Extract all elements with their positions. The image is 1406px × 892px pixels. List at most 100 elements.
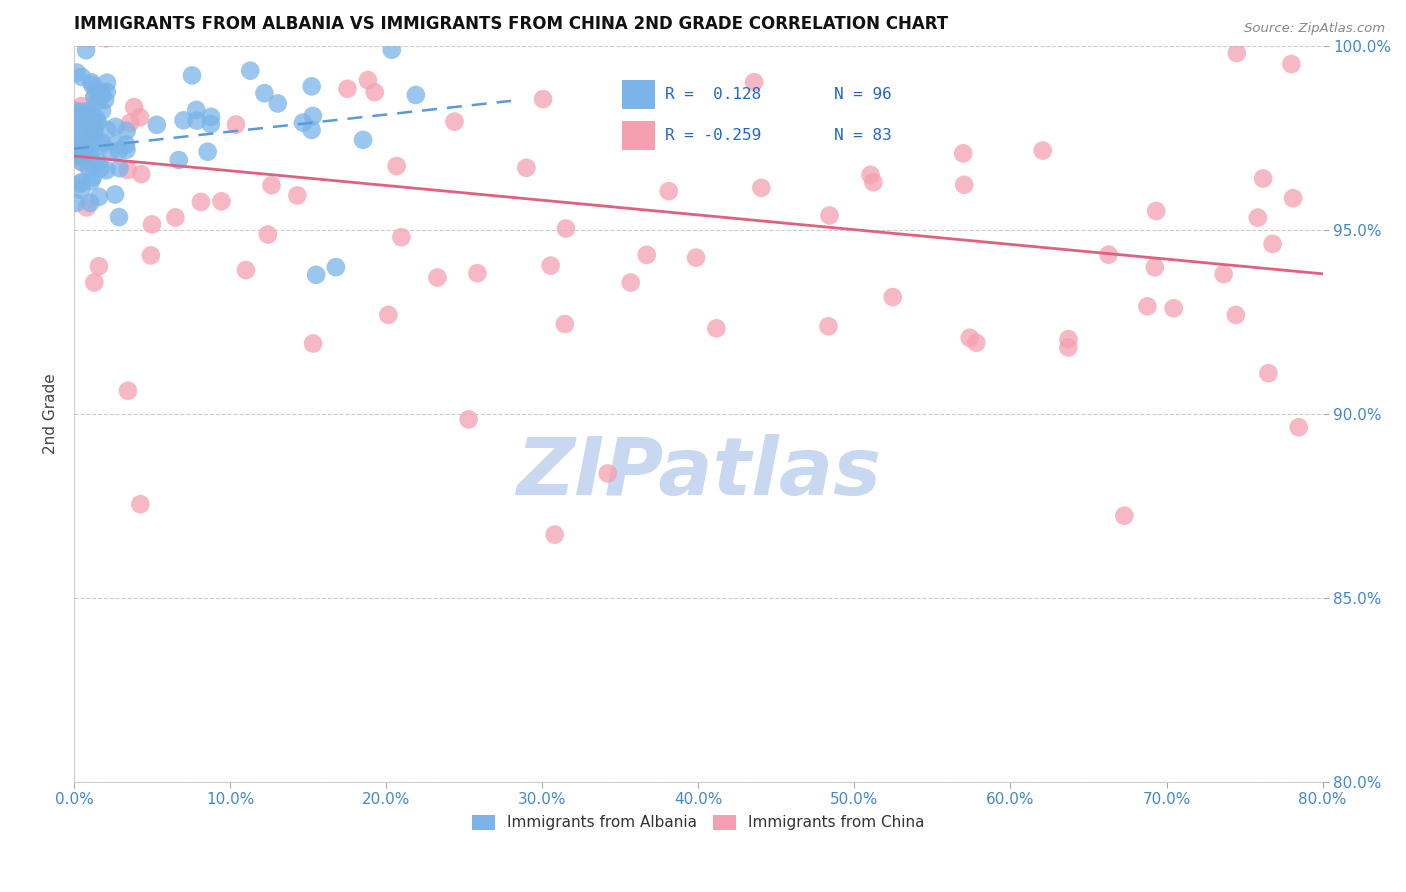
Point xyxy=(882,290,904,304)
Point xyxy=(165,211,187,225)
Point xyxy=(1279,57,1302,71)
Point xyxy=(87,190,110,204)
Point xyxy=(96,76,118,90)
Point xyxy=(77,143,100,157)
Point xyxy=(197,145,219,159)
Point xyxy=(531,92,554,106)
Point xyxy=(167,153,190,167)
Point xyxy=(200,117,222,131)
Point xyxy=(96,31,118,45)
Point xyxy=(405,87,427,102)
Point xyxy=(186,113,208,128)
Point xyxy=(554,221,576,235)
Point xyxy=(63,103,86,118)
Point xyxy=(83,90,105,104)
Point xyxy=(862,175,884,189)
Point xyxy=(658,184,681,198)
Point xyxy=(96,122,118,136)
Point xyxy=(104,120,127,134)
Point xyxy=(82,114,104,128)
Point xyxy=(67,147,90,161)
Point xyxy=(82,78,104,93)
Point xyxy=(83,123,105,137)
Point xyxy=(211,194,233,209)
Point xyxy=(302,109,325,123)
Point xyxy=(1097,247,1119,261)
Point xyxy=(953,178,976,192)
Text: ZIPatlas: ZIPatlas xyxy=(516,434,880,511)
Point xyxy=(100,145,122,159)
Point xyxy=(87,115,110,129)
Point xyxy=(86,82,108,96)
Point xyxy=(65,196,87,211)
Point xyxy=(817,319,839,334)
Point xyxy=(129,111,152,125)
Point xyxy=(83,276,105,290)
Point xyxy=(90,138,112,153)
Point xyxy=(83,89,105,103)
Point xyxy=(87,259,110,273)
Point xyxy=(352,133,374,147)
Text: N = 83: N = 83 xyxy=(834,128,891,143)
Point xyxy=(77,31,100,45)
Point xyxy=(305,268,328,282)
Point xyxy=(76,104,98,119)
Point xyxy=(73,148,96,162)
Point xyxy=(70,154,93,169)
Point xyxy=(70,141,93,155)
Point xyxy=(84,112,107,126)
Point xyxy=(385,159,408,173)
Point xyxy=(129,167,152,181)
Point xyxy=(959,331,981,345)
Bar xyxy=(623,121,655,150)
Point xyxy=(515,161,537,175)
Point xyxy=(115,143,138,157)
Point xyxy=(117,384,139,398)
Point xyxy=(952,146,974,161)
Point xyxy=(544,527,567,541)
Point xyxy=(77,138,100,153)
Point xyxy=(90,161,112,176)
Point xyxy=(70,70,93,84)
Point xyxy=(70,175,93,189)
Point xyxy=(67,124,90,138)
Point xyxy=(70,128,93,143)
Point xyxy=(301,123,323,137)
Point xyxy=(186,103,208,117)
Point xyxy=(818,209,841,223)
Point xyxy=(146,118,169,132)
Point xyxy=(200,110,222,124)
Text: N = 96: N = 96 xyxy=(834,87,891,102)
Point xyxy=(267,96,290,111)
Point xyxy=(73,119,96,133)
Point xyxy=(1257,366,1279,380)
Text: IMMIGRANTS FROM ALBANIA VS IMMIGRANTS FROM CHINA 2ND GRADE CORRELATION CHART: IMMIGRANTS FROM ALBANIA VS IMMIGRANTS FR… xyxy=(75,15,948,33)
Point xyxy=(685,251,707,265)
Point xyxy=(80,113,103,128)
Point xyxy=(257,227,280,242)
Point xyxy=(82,170,104,185)
Point xyxy=(1057,332,1080,346)
Point xyxy=(70,183,93,197)
Point xyxy=(77,120,100,135)
Point xyxy=(859,168,882,182)
Point xyxy=(66,139,89,153)
Point xyxy=(96,85,118,99)
Point xyxy=(70,99,93,113)
Point xyxy=(79,113,101,128)
Point xyxy=(66,135,89,149)
Point xyxy=(364,85,387,99)
Point xyxy=(115,137,138,152)
Point xyxy=(965,335,987,350)
Point xyxy=(381,43,404,57)
Point xyxy=(76,112,98,127)
Point xyxy=(96,163,118,178)
Point xyxy=(77,120,100,134)
Point xyxy=(1282,191,1305,205)
Point xyxy=(1143,260,1166,275)
Point xyxy=(63,112,86,127)
Point xyxy=(67,150,90,164)
Point xyxy=(540,259,562,273)
Point xyxy=(357,73,380,87)
Point xyxy=(79,141,101,155)
